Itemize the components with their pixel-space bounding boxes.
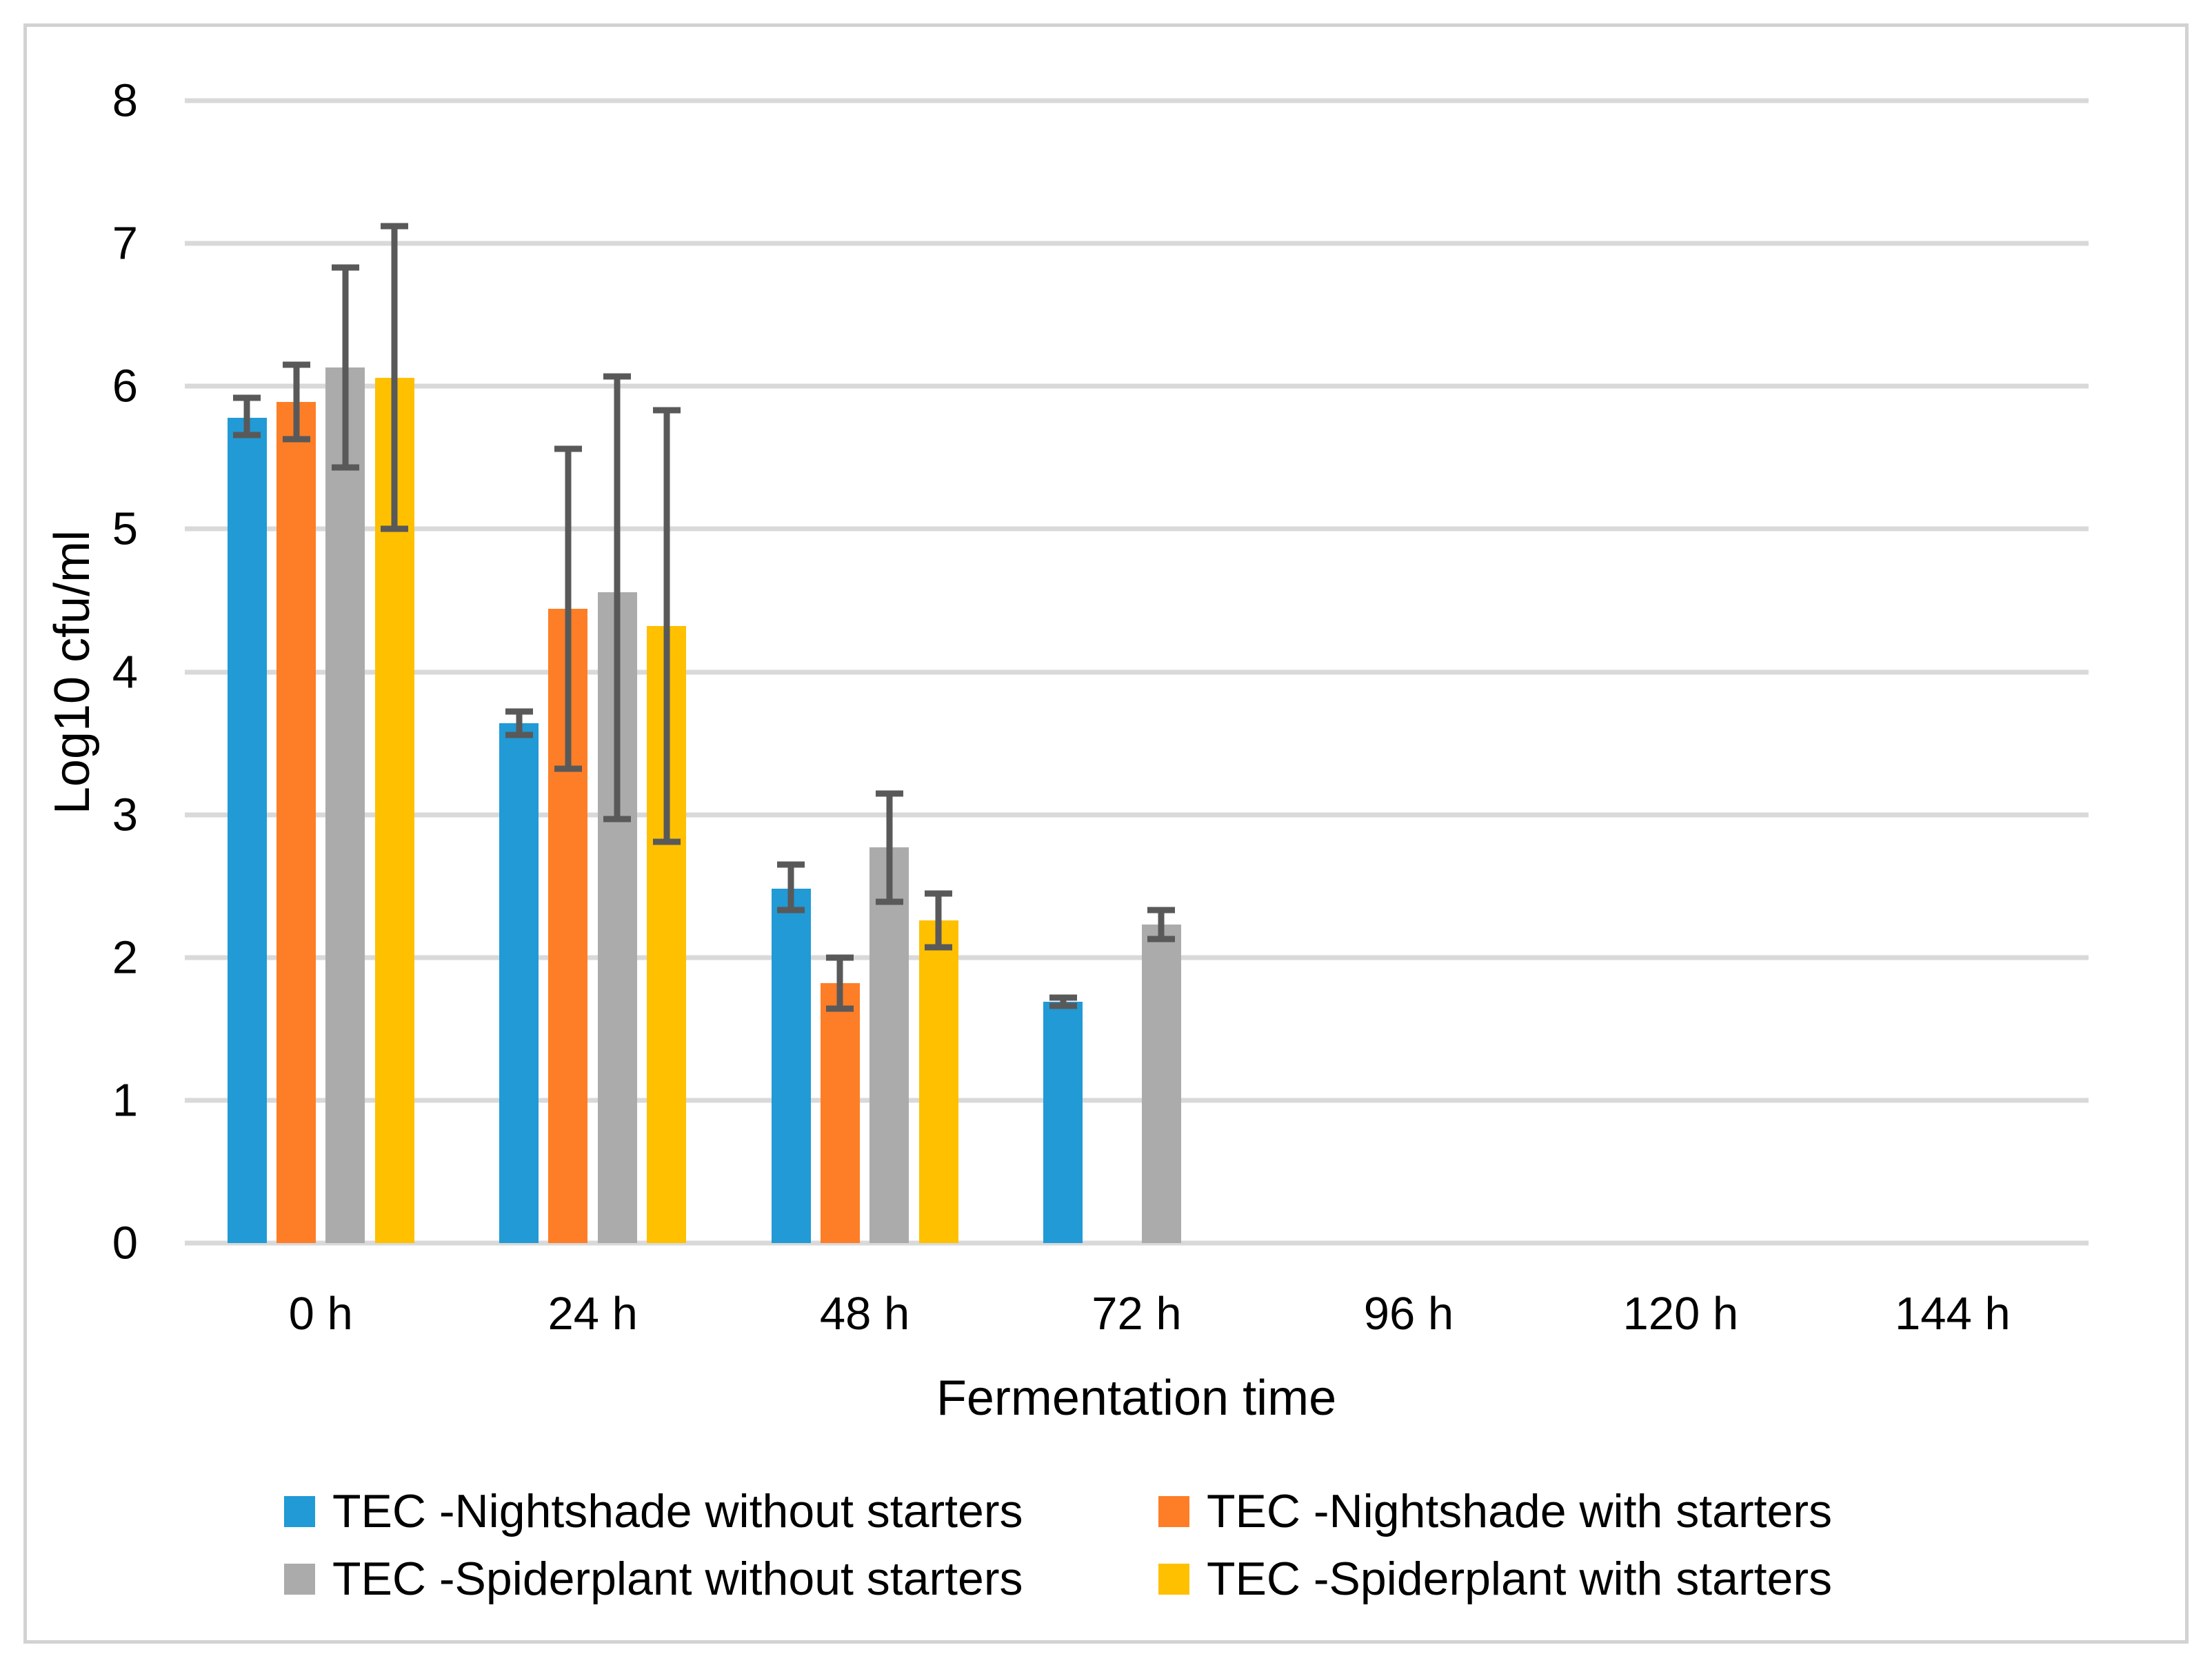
y-tick-label: 2 [112, 931, 138, 984]
gridline [185, 669, 2089, 674]
error-bar-cap-bottom [925, 944, 953, 951]
error-bar-cap-top [554, 445, 582, 452]
x-tick-label: 48 h [819, 1288, 910, 1340]
error-bar-cap-bottom [381, 525, 409, 532]
error-bar-cap-top [505, 708, 533, 715]
legend-item-series2: TEC -Nightshade with starters [1158, 1488, 1832, 1535]
error-bar-cap-top [652, 407, 681, 414]
legend-swatch-icon [284, 1563, 315, 1595]
x-tick-label: 120 h [1622, 1288, 1739, 1340]
bar-series4-cat3 [918, 920, 958, 1243]
gridline [185, 383, 2089, 389]
error-bar-whisker [663, 410, 670, 842]
legend-item-series4: TEC -Spiderplant with starters [1158, 1555, 1832, 1602]
error-bar-cap-top [233, 394, 261, 401]
x-tick-label: 72 h [1092, 1288, 1182, 1340]
error-bar-whisker [935, 893, 942, 948]
gridline [185, 98, 2089, 103]
error-bar-cap-top [1147, 907, 1176, 914]
error-bar-cap-top [925, 890, 953, 897]
error-bar-cap-bottom [777, 907, 805, 914]
legend-swatch-icon [284, 1495, 315, 1527]
gridline [185, 526, 2089, 532]
error-bar-cap-top [1049, 994, 1077, 1001]
y-tick-label: 6 [112, 360, 138, 412]
x-tick-label: 96 h [1363, 1288, 1454, 1340]
chart-outer-border [23, 23, 2189, 1644]
bar-series1-cat2 [499, 723, 539, 1243]
y-tick-label: 4 [112, 646, 138, 698]
legend-swatch-icon [1158, 1495, 1189, 1527]
error-bar-whisker [342, 268, 349, 468]
error-bar-whisker [614, 376, 621, 819]
error-bar-whisker [787, 865, 794, 911]
gridline [185, 1098, 2089, 1103]
legend-label: TEC -Spiderplant without starters [332, 1553, 1023, 1605]
error-bar-cap-bottom [1049, 1002, 1077, 1009]
error-bar-cap-bottom [826, 1005, 854, 1012]
error-bar-cap-bottom [233, 432, 261, 438]
legend-item-series1: TEC -Nightshade without starters [284, 1488, 1023, 1535]
error-bar-cap-bottom [505, 731, 533, 738]
y-axis-title: Log10 cfu/ml [45, 529, 100, 815]
error-bar-whisker [516, 712, 523, 735]
error-bar-whisker [886, 793, 893, 902]
gridline [185, 955, 2089, 960]
error-bar-cap-top [282, 361, 310, 368]
error-bar-whisker [836, 957, 843, 1009]
y-tick-label: 3 [112, 789, 138, 841]
error-bar-whisker [1060, 997, 1067, 1007]
x-tick-label: 0 h [288, 1288, 353, 1340]
error-bar-whisker [243, 397, 250, 435]
y-tick-label: 5 [112, 503, 138, 555]
gridline [185, 812, 2089, 818]
error-bar-whisker [293, 365, 300, 439]
x-tick-label: 144 h [1894, 1288, 2011, 1340]
y-tick-label: 0 [112, 1217, 138, 1269]
legend-swatch-icon [1158, 1563, 1189, 1595]
legend-label: TEC -Nightshade with starters [1207, 1485, 1832, 1537]
error-bar-cap-top [603, 373, 632, 380]
error-bar-cap-bottom [652, 838, 681, 845]
bar-series3-cat4 [1141, 925, 1181, 1243]
bar-series1-cat3 [771, 889, 811, 1243]
bar-series2-cat1 [276, 402, 316, 1243]
bar-series3-cat3 [869, 847, 909, 1243]
error-bar-whisker [565, 449, 572, 769]
error-bar-cap-top [331, 264, 359, 271]
error-bar-cap-top [381, 223, 409, 230]
error-bar-cap-bottom [554, 765, 582, 772]
y-tick-label: 7 [112, 217, 138, 270]
error-bar-cap-top [826, 954, 854, 961]
error-bar-whisker [1158, 910, 1165, 939]
error-bar-cap-bottom [331, 464, 359, 471]
legend-label: TEC -Nightshade without starters [332, 1485, 1023, 1537]
error-bar-cap-top [777, 861, 805, 868]
bar-series2-cat3 [820, 983, 860, 1243]
bar-series1-cat4 [1043, 1001, 1083, 1243]
error-bar-cap-bottom [1147, 936, 1176, 942]
error-bar-cap-top [875, 790, 903, 797]
legend-label: TEC -Spiderplant with starters [1207, 1553, 1832, 1605]
error-bar-cap-bottom [603, 816, 632, 823]
error-bar-whisker [391, 226, 398, 529]
gridline [185, 241, 2089, 246]
legend-item-series3: TEC -Spiderplant without starters [284, 1555, 1023, 1602]
y-tick-label: 1 [112, 1074, 138, 1127]
x-axis-line [185, 1240, 2089, 1246]
x-axis-title: Fermentation time [936, 1371, 1337, 1426]
x-tick-label: 24 h [547, 1288, 638, 1340]
error-bar-cap-bottom [282, 436, 310, 443]
error-bar-cap-bottom [875, 898, 903, 905]
bar-series1-cat1 [227, 417, 267, 1243]
bar-series3-cat1 [325, 367, 365, 1243]
y-tick-label: 8 [112, 74, 138, 127]
